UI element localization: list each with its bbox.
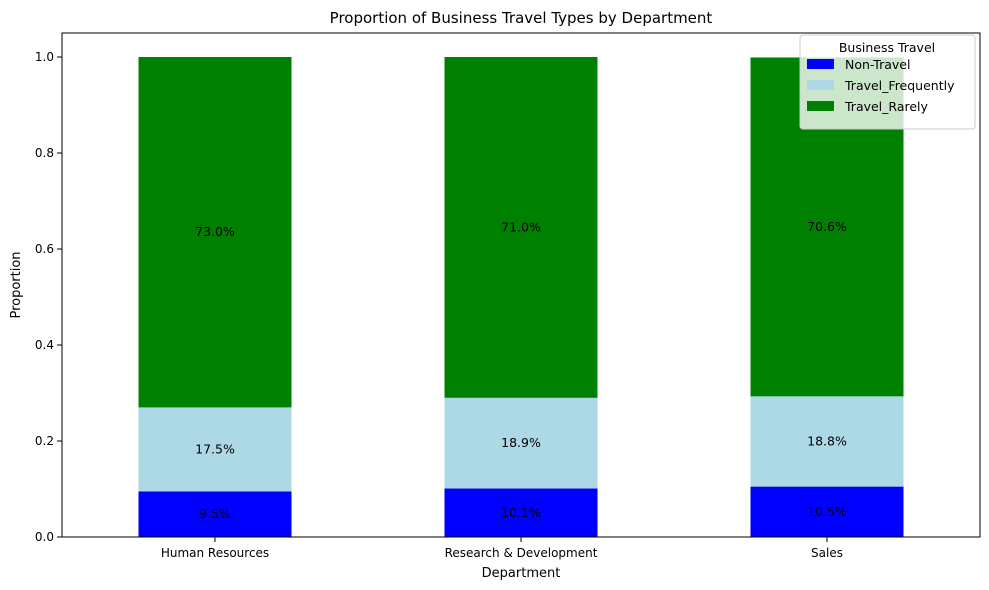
x-tick-label: Sales	[811, 546, 843, 560]
data-labels-layer: 9.5% 17.5% 73.0% 10.1% 18.9% 71.0% 10.5% 18.8% 7…	[195, 219, 847, 521]
x-axis-label: Department	[482, 566, 561, 581]
data-label: 18.9%	[501, 435, 541, 450]
data-label: 73.0%	[195, 224, 235, 239]
y-tick-label: 0.8	[35, 146, 54, 160]
x-tick-label: Research & Development	[445, 546, 598, 560]
bars-layer	[138, 57, 904, 537]
legend-items: Non-Travel Travel_Frequently Travel_Rarely	[807, 57, 955, 114]
legend-swatch	[807, 59, 834, 69]
bar-segment-travel-frequently-2	[750, 396, 904, 487]
legend-title: Business Travel	[839, 40, 935, 55]
legend-label: Non-Travel	[845, 57, 910, 72]
bar-segment-non-travel-1	[444, 488, 598, 537]
y-tick-label: 0.4	[35, 338, 54, 352]
legend-swatch	[807, 80, 834, 90]
data-label: 10.5%	[807, 504, 847, 519]
legend-frame	[799, 34, 976, 130]
y-tick-label: 1.0	[35, 50, 54, 64]
data-label: 70.6%	[807, 219, 847, 234]
data-label: 18.8%	[807, 433, 847, 448]
bar-segment-travel-frequently-0	[138, 407, 292, 492]
bar-segment-non-travel-0	[138, 491, 292, 537]
legend-label: Travel_Frequently	[844, 78, 955, 93]
bar-segment-travel-rarely-1	[444, 57, 598, 398]
data-label: 17.5%	[195, 441, 235, 456]
bar-segment-non-travel-2	[750, 486, 904, 537]
x-tick-label: Human Resources	[161, 546, 269, 560]
y-axis-label: Proportion	[9, 251, 24, 318]
legend[interactable]: Business Travel Non-Travel Travel_Frequen…	[799, 34, 976, 130]
chart-title: Proportion of Business Travel Types by D…	[330, 9, 713, 27]
y-axis: 0.0 0.2 0.4 0.6 0.8 1.0	[35, 50, 62, 544]
bar-segment-travel-rarely-0	[138, 57, 292, 408]
data-label: 71.0%	[501, 219, 541, 234]
legend-label: Travel_Rarely	[844, 99, 929, 114]
x-axis: Human Resources Research & Development Sal…	[161, 537, 843, 560]
y-tick-label: 0.0	[35, 530, 54, 544]
y-tick-label: 0.6	[35, 242, 54, 256]
data-label: 10.1%	[501, 505, 541, 520]
bar-segment-travel-frequently-1	[444, 397, 598, 489]
y-tick-label: 0.2	[35, 434, 54, 448]
data-label: 9.5%	[199, 506, 231, 521]
legend-swatch	[807, 101, 834, 111]
